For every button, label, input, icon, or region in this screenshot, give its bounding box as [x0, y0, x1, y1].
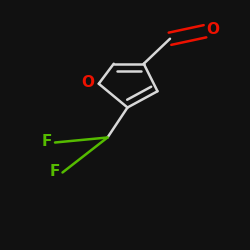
- Text: O: O: [81, 75, 94, 90]
- Text: F: F: [49, 164, 60, 180]
- Text: O: O: [206, 22, 220, 38]
- Text: F: F: [42, 134, 52, 150]
